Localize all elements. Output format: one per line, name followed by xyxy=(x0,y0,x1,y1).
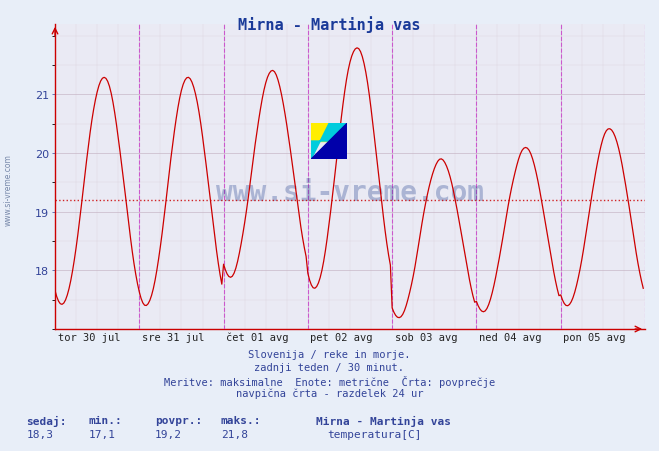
Text: sre 31 jul: sre 31 jul xyxy=(142,332,204,342)
Text: ned 04 avg: ned 04 avg xyxy=(479,332,542,342)
Text: zadnji teden / 30 minut.: zadnji teden / 30 minut. xyxy=(254,362,405,372)
Text: Meritve: maksimalne  Enote: metrične  Črta: povprečje: Meritve: maksimalne Enote: metrične Črta… xyxy=(164,375,495,387)
Text: sob 03 avg: sob 03 avg xyxy=(395,332,457,342)
Text: povpr.:: povpr.: xyxy=(155,415,202,425)
Polygon shape xyxy=(311,124,330,142)
Text: maks.:: maks.: xyxy=(221,415,261,425)
Text: 21,8: 21,8 xyxy=(221,429,248,439)
Text: 19,2: 19,2 xyxy=(155,429,182,439)
Text: temperatura[C]: temperatura[C] xyxy=(328,429,422,439)
Polygon shape xyxy=(311,124,347,160)
Text: www.si-vreme.com: www.si-vreme.com xyxy=(216,178,484,206)
Text: www.si-vreme.com: www.si-vreme.com xyxy=(3,153,13,226)
Text: čet 01 avg: čet 01 avg xyxy=(226,332,289,342)
Text: 17,1: 17,1 xyxy=(89,429,116,439)
Text: min.:: min.: xyxy=(89,415,123,425)
Text: tor 30 jul: tor 30 jul xyxy=(57,332,120,342)
Text: pon 05 avg: pon 05 avg xyxy=(563,332,626,342)
Text: navpična črta - razdelek 24 ur: navpična črta - razdelek 24 ur xyxy=(236,387,423,398)
Text: 18,3: 18,3 xyxy=(26,429,53,439)
Text: Mirna - Martinja vas: Mirna - Martinja vas xyxy=(239,16,420,32)
Text: sedaj:: sedaj: xyxy=(26,415,67,426)
Text: pet 02 avg: pet 02 avg xyxy=(310,332,373,342)
Text: Slovenija / reke in morje.: Slovenija / reke in morje. xyxy=(248,350,411,359)
Polygon shape xyxy=(311,124,347,160)
Text: Mirna - Martinja vas: Mirna - Martinja vas xyxy=(316,415,451,426)
